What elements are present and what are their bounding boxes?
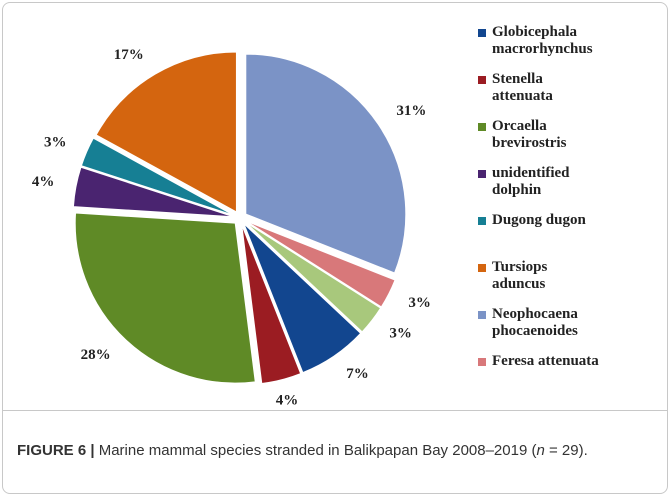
legend-label: Tursiops aduncus <box>492 259 548 292</box>
chart: 31% 3% 3% 7% 4% 28% 4% 3% 17% <box>32 47 431 409</box>
legend-swatch <box>478 123 486 131</box>
legend-label: unidentified dolphin <box>492 165 570 198</box>
slice-label: 3% <box>389 325 412 341</box>
legend-label: Feresa attenuata <box>492 353 599 369</box>
caption-n: n <box>536 442 545 459</box>
legend-item: Tursiops aduncus <box>478 259 658 306</box>
pie-slice <box>74 212 256 384</box>
legend-item: Orcaella brevirostris <box>478 118 658 165</box>
pie-slice <box>245 220 396 308</box>
slice-label: 28% <box>81 347 111 363</box>
legend-item: Stenella attenuata <box>478 71 658 118</box>
legend-swatch <box>478 217 486 225</box>
pie-slice <box>243 223 362 374</box>
slice-label: 3% <box>44 134 67 150</box>
legend-label: Orcaella brevirostris <box>492 118 567 151</box>
slice-label: 3% <box>408 295 431 311</box>
legend-item: Feresa attenuata <box>478 353 658 400</box>
legend: Globicephala macrorhynchus Stenella atten… <box>478 24 658 400</box>
figure-frame <box>2 2 668 494</box>
pie-slice <box>245 53 407 274</box>
pie-slice <box>95 51 237 213</box>
legend-swatch <box>478 29 486 37</box>
legend-swatch <box>478 264 486 272</box>
caption-label: FIGURE 6 | <box>17 442 95 459</box>
pie-slice <box>72 166 234 218</box>
legend-swatch <box>478 76 486 84</box>
legend-item: Dugong dugon <box>478 212 658 259</box>
legend-label: Globicephala macrorhynchus <box>492 24 593 57</box>
pie-slice <box>80 137 234 216</box>
pie-slice <box>245 221 382 333</box>
legend-label: Neophocaena phocaenoides <box>492 306 578 339</box>
separator <box>2 410 668 411</box>
caption-rest: = 29). <box>544 442 588 459</box>
legend-item: Globicephala macrorhynchus <box>478 24 658 71</box>
legend-swatch <box>478 311 486 319</box>
slice-label: 17% <box>114 47 144 63</box>
caption-text: Marine mammal species stranded in Balikp… <box>98 442 537 459</box>
slice-label: 4% <box>32 174 55 190</box>
slice-label: 7% <box>346 366 369 382</box>
legend-label: Dugong dugon <box>492 212 586 228</box>
legend-item: Neophocaena phocaenoides <box>478 306 658 353</box>
legend-swatch <box>478 358 486 366</box>
caption: FIGURE 6 | Marine mammal species strande… <box>17 440 657 462</box>
slice-label: 31% <box>396 103 426 119</box>
legend-item: unidentified dolphin <box>478 165 658 212</box>
pie-slice <box>241 224 302 385</box>
legend-label: Stenella attenuata <box>492 71 553 104</box>
legend-swatch <box>478 170 486 178</box>
slice-label: 4% <box>276 392 299 408</box>
